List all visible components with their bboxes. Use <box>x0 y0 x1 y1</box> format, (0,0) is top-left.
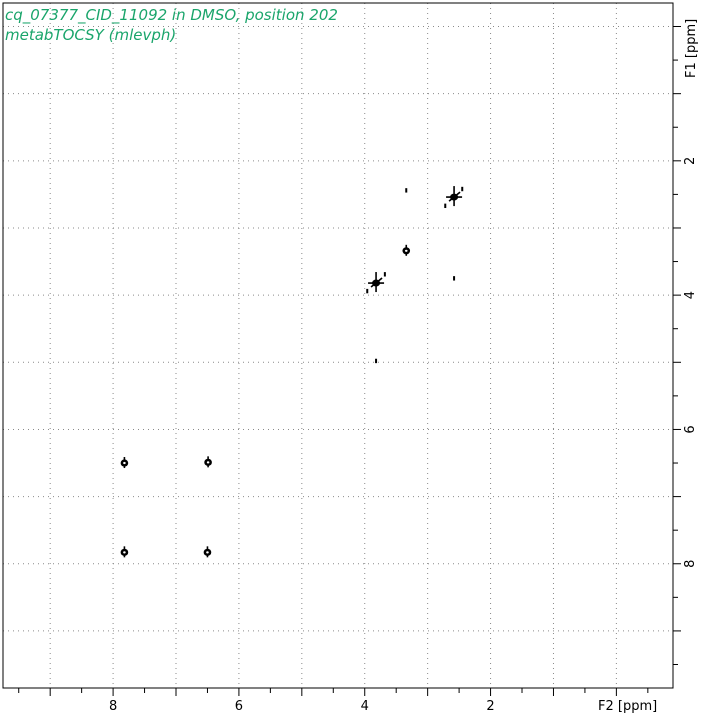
x-tick-label: 2 <box>486 699 494 714</box>
cross-peak <box>446 186 463 207</box>
title-line-1: cq_07377_CID_11092 in DMSO, position 202 <box>5 6 338 25</box>
y-tick-label: 8 <box>683 560 698 568</box>
cross-peak <box>203 546 212 558</box>
peak-contour-hole <box>206 461 210 464</box>
cross-peak <box>375 358 378 364</box>
plot-border <box>2 2 674 689</box>
plot-frame <box>2 2 674 689</box>
peak-contour-hole <box>206 551 209 554</box>
y-axis-title: F1 [ppm] <box>684 19 699 78</box>
cross-peak <box>383 272 386 277</box>
peak-speck <box>444 203 447 209</box>
peak-diagonal-ridge <box>448 191 461 202</box>
y-tick-label: 2 <box>683 157 698 165</box>
y-tick-labels: 2 4 6 8 <box>683 157 698 568</box>
grid-lines <box>3 3 673 688</box>
peak-speck <box>453 276 456 281</box>
x-tick-label: 4 <box>361 699 369 714</box>
cross-peak <box>204 456 212 468</box>
x-axis-title: F2 [ppm] <box>598 699 657 714</box>
peak-speck <box>366 288 369 294</box>
cross-peak <box>368 272 385 293</box>
cross-peak <box>366 288 369 294</box>
y-tick-label: 6 <box>683 425 698 433</box>
x-tick-label: 8 <box>109 699 117 714</box>
peak-speck <box>461 186 464 192</box>
peak-contour-hole <box>123 461 126 465</box>
cross-peak <box>402 244 411 256</box>
peak-speck <box>405 188 408 193</box>
peak-contour-hole <box>404 249 408 252</box>
x-tick-labels: 8 6 4 2 <box>109 699 495 714</box>
cross-peak <box>453 276 456 281</box>
cross-peak <box>405 188 408 193</box>
peak-speck <box>375 358 378 364</box>
peak-contour-hole <box>123 551 126 554</box>
axis-ticks <box>18 26 681 696</box>
x-tick-label: 6 <box>235 699 243 714</box>
title-line-2: metabTOCSY (mlevph) <box>5 26 176 44</box>
peak-speck <box>383 272 386 277</box>
y-tick-label: 4 <box>683 291 698 299</box>
peak-diagonal-ridge <box>370 277 383 288</box>
cross-peak <box>444 203 447 209</box>
cross-peak <box>120 546 129 558</box>
cross-peak <box>120 457 129 469</box>
cross-peaks <box>120 186 464 558</box>
cross-peak <box>461 186 464 192</box>
